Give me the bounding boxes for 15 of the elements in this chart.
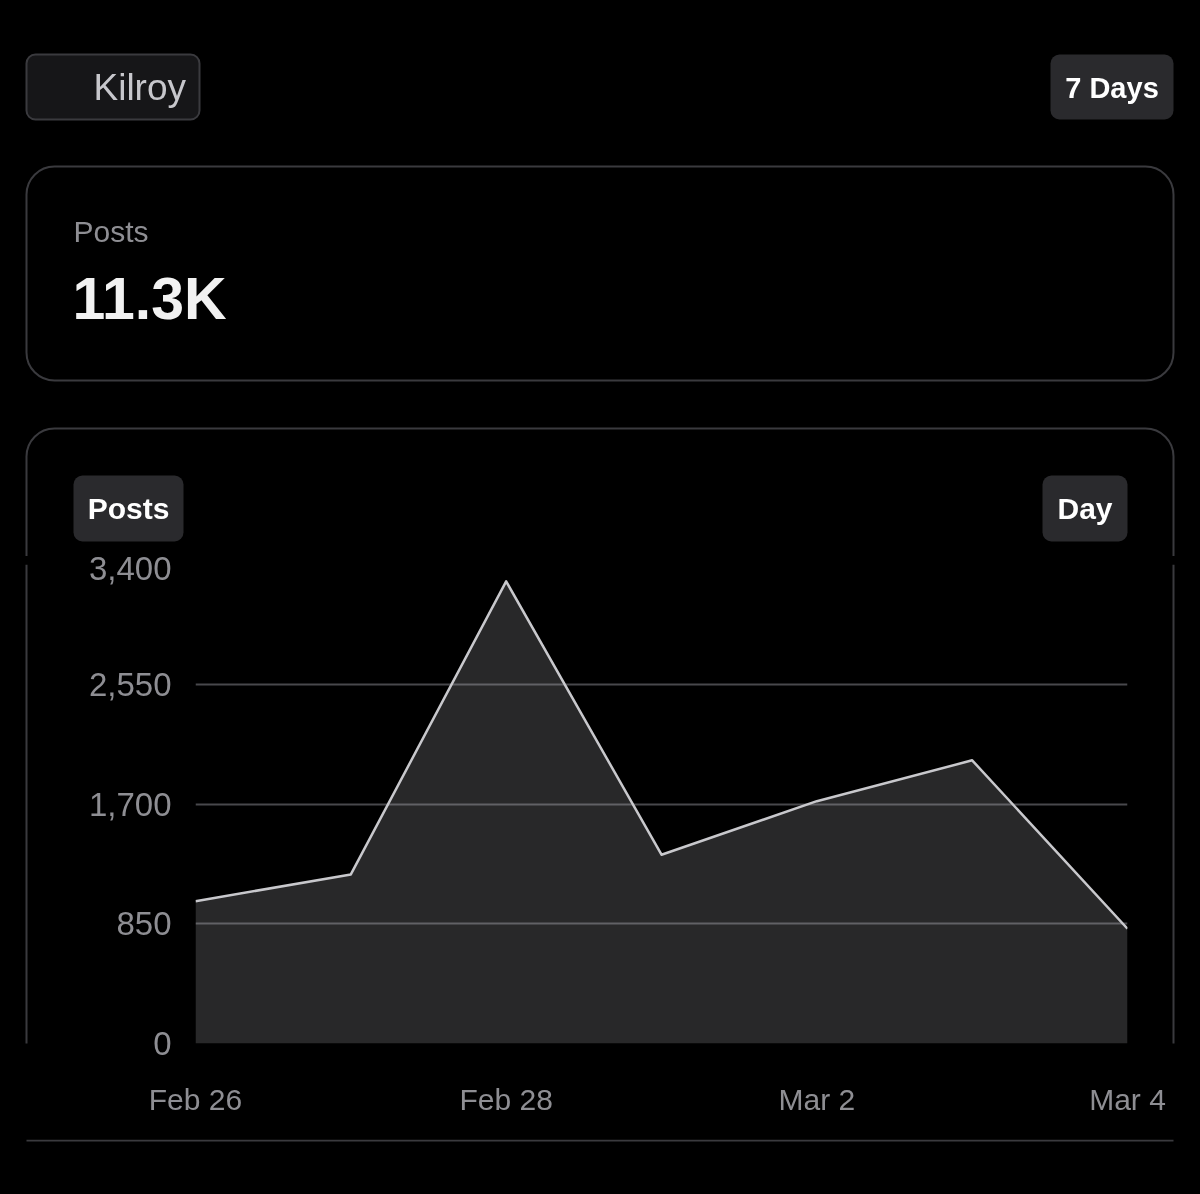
text: Day bbox=[1057, 492, 1113, 525]
x-tick-label: Feb 28 bbox=[459, 1082, 553, 1116]
x-tick-label: Mar 2 bbox=[778, 1082, 856, 1116]
text: 7 Days bbox=[1065, 71, 1159, 104]
text: 11.3K bbox=[72, 265, 228, 332]
text: Kilroy bbox=[93, 67, 187, 108]
y-tick-label: 2,550 bbox=[88, 665, 172, 703]
x-tick-label: Mar 4 bbox=[1089, 1082, 1166, 1116]
y-tick-label: 0 bbox=[153, 1025, 172, 1062]
y-tick-label: 850 bbox=[116, 905, 172, 943]
y-tick-label: 3,400 bbox=[88, 549, 172, 587]
chart-title: Posts bbox=[73, 215, 149, 248]
text: Posts bbox=[87, 492, 170, 525]
y-tick-label: 1,700 bbox=[88, 785, 172, 823]
x-tick-label: Feb 26 bbox=[148, 1082, 243, 1116]
